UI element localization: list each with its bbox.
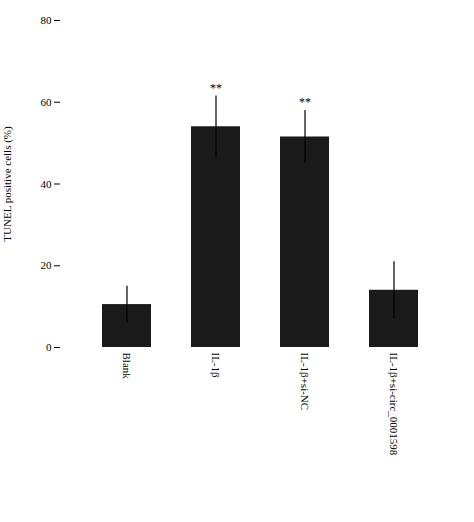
svg-text:**: **	[299, 95, 311, 109]
svg-text:**: **	[210, 81, 222, 95]
svg-text:IL-1β+si-NC: IL-1β+si-NC	[299, 353, 311, 411]
svg-text:TUNEL positive cells (%): TUNEL positive cells (%)	[1, 126, 14, 242]
svg-text:IL-1β+si-circ_0001598: IL-1β+si-circ_0001598	[388, 353, 400, 456]
svg-text:60: 60	[41, 96, 53, 108]
svg-text:Blank: Blank	[121, 353, 133, 380]
svg-text:80: 80	[41, 14, 53, 26]
svg-text:40: 40	[41, 178, 53, 190]
svg-text:20: 20	[41, 259, 53, 271]
svg-text:IL-1β: IL-1β	[210, 353, 222, 379]
svg-text:0: 0	[46, 341, 52, 353]
